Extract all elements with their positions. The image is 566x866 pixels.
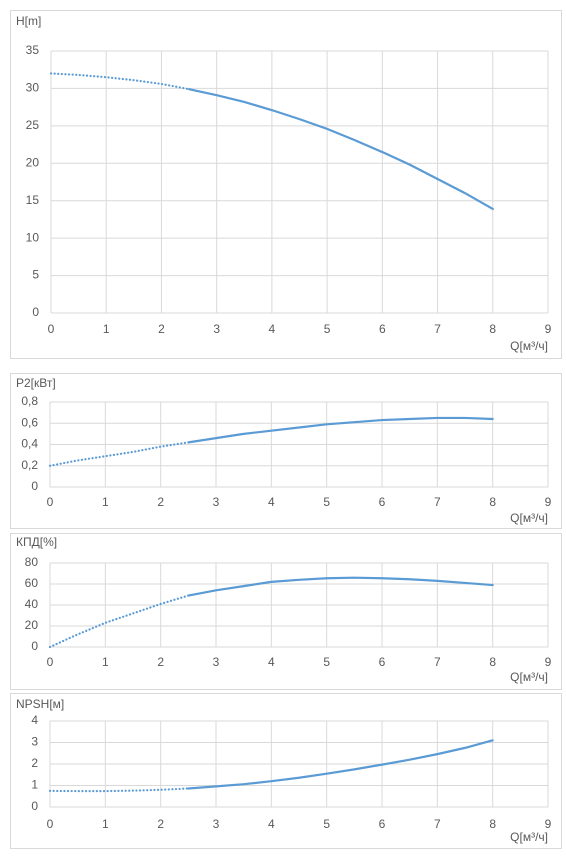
x-tick-label: 6 [379, 322, 386, 336]
x-axis-label: Q[м³/ч] [510, 830, 548, 844]
curve [187, 88, 494, 211]
x-tick-label: 8 [489, 817, 496, 831]
x-tick-label: 5 [323, 655, 330, 669]
x-tick-label: 2 [157, 495, 164, 509]
y-tick-label: 0,2 [21, 458, 38, 472]
y-tick-label: 25 [26, 118, 40, 132]
y-tick-label: 60 [25, 576, 39, 590]
y-tick-label: 0 [32, 305, 39, 319]
x-tick-label: 1 [103, 322, 110, 336]
curve-dotted [48, 787, 190, 793]
x-tick-label: 4 [268, 495, 275, 509]
y-tick-label: 0,4 [21, 437, 38, 451]
x-tick-label: 6 [379, 817, 386, 831]
curve-dotted [48, 594, 190, 649]
x-tick-label: 2 [158, 322, 165, 336]
chart-frame [10, 10, 562, 359]
x-tick-label: 0 [47, 655, 54, 669]
chart-frame [10, 373, 562, 529]
chart-frame [10, 693, 562, 849]
x-tick-label: 5 [323, 495, 330, 509]
y-tick-label: 4 [31, 713, 38, 727]
x-tick-label: 7 [434, 655, 441, 669]
x-tick-label: 3 [213, 495, 220, 509]
y-tick-label: 0 [31, 799, 38, 813]
x-tick-label: 0 [48, 322, 55, 336]
x-axis-label: Q[м³/ч] [510, 511, 548, 525]
x-tick-label: 9 [545, 495, 552, 509]
y-tick-label: 20 [26, 155, 40, 169]
y-tick-label: 35 [26, 43, 40, 57]
x-tick-label: 4 [269, 322, 276, 336]
x-tick-label: 2 [157, 817, 164, 831]
y-tick-label: 0,8 [21, 394, 38, 408]
y-axis-label: P2[кВт] [16, 376, 56, 390]
x-tick-label: 7 [434, 817, 441, 831]
x-tick-label: 0 [47, 817, 54, 831]
curve [187, 739, 494, 790]
curve-dotted [49, 72, 191, 91]
curve [187, 416, 494, 444]
y-axis-label: КПД[%] [16, 535, 57, 549]
y-tick-label: 40 [25, 597, 39, 611]
x-axis-label: Q[м³/ч] [510, 670, 548, 684]
x-tick-label: 8 [489, 495, 496, 509]
x-tick-label: 5 [323, 817, 330, 831]
x-tick-label: 9 [545, 322, 552, 336]
y-tick-label: 1 [31, 778, 38, 792]
x-tick-label: 4 [268, 817, 275, 831]
x-tick-label: 8 [489, 655, 496, 669]
y-tick-label: 15 [26, 193, 40, 207]
x-tick-label: 7 [434, 495, 441, 509]
x-tick-label: 4 [268, 655, 275, 669]
x-tick-label: 2 [157, 655, 164, 669]
chart-frame [10, 533, 562, 690]
x-tick-label: 9 [545, 817, 552, 831]
curve [187, 576, 494, 597]
x-tick-label: 3 [213, 817, 220, 831]
x-tick-label: 1 [102, 655, 109, 669]
x-tick-label: 1 [102, 817, 109, 831]
y-tick-label: 3 [31, 735, 38, 749]
y-axis-label: NPSH[м] [16, 697, 64, 711]
y-tick-label: 80 [25, 555, 39, 569]
y-tick-label: 0 [31, 639, 38, 653]
x-tick-label: 3 [213, 322, 220, 336]
y-tick-label: 0 [31, 479, 38, 493]
x-axis-label: Q[м³/ч] [510, 339, 548, 353]
x-tick-label: 6 [379, 655, 386, 669]
x-tick-label: 8 [489, 322, 496, 336]
y-tick-label: 2 [31, 756, 38, 770]
x-tick-label: 0 [47, 495, 54, 509]
x-tick-label: 3 [213, 655, 220, 669]
x-tick-label: 9 [545, 655, 552, 669]
x-tick-label: 6 [379, 495, 386, 509]
x-tick-label: 1 [102, 495, 109, 509]
y-tick-label: 10 [26, 230, 40, 244]
y-tick-label: 20 [25, 618, 39, 632]
y-axis-label: H[m] [16, 14, 41, 28]
y-tick-label: 30 [26, 81, 40, 95]
y-tick-label: 0,6 [21, 415, 38, 429]
y-tick-label: 5 [32, 268, 39, 282]
x-tick-label: 5 [324, 322, 331, 336]
x-tick-label: 7 [434, 322, 441, 336]
